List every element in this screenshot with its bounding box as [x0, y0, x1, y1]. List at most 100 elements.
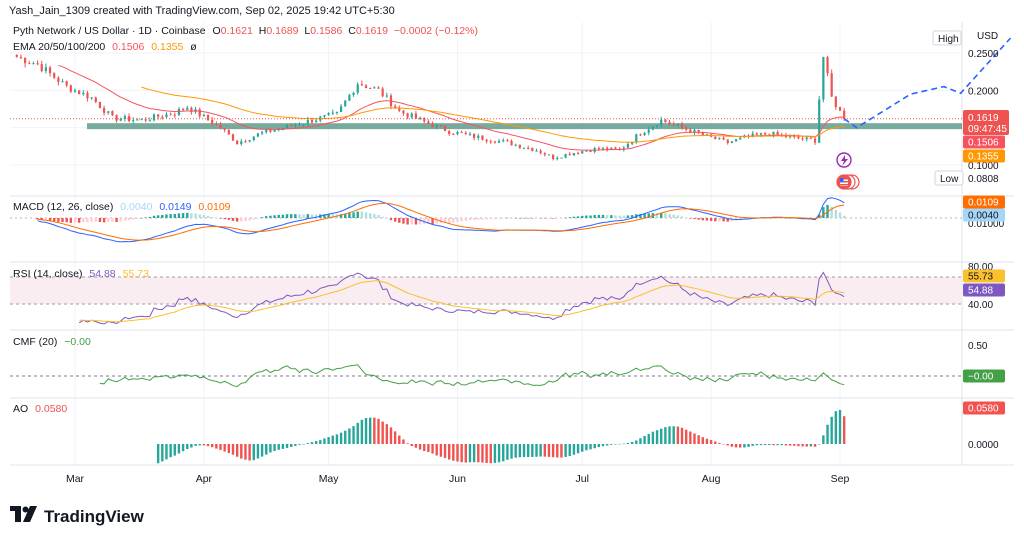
- ao-bar: [822, 435, 825, 444]
- macd-hist-bar: [456, 218, 459, 222]
- candle-body: [726, 139, 729, 144]
- ao-bar: [539, 444, 542, 457]
- candle-body: [714, 136, 717, 140]
- candle-body: [531, 147, 534, 151]
- candle-body: [227, 129, 230, 135]
- macd-hist-bar: [630, 215, 634, 218]
- ao-bar: [622, 443, 626, 445]
- macd-hist-bar: [714, 218, 717, 222]
- ao-bar: [477, 444, 480, 463]
- macd-hist-bar: [626, 215, 630, 218]
- ao-bar: [418, 444, 422, 450]
- ao-bar: [818, 444, 821, 445]
- candle-body: [427, 121, 430, 124]
- rsi-tick: 80.00: [968, 262, 993, 273]
- macd-hist-bar: [784, 218, 788, 219]
- macd-signal-badge-bg: [963, 195, 1005, 209]
- change-value: −0.0002 (−0.12%): [394, 25, 478, 37]
- candle-body: [327, 113, 330, 116]
- ao-bar: [572, 444, 576, 455]
- candle-body: [40, 64, 43, 72]
- macd-hist-bar: [481, 218, 484, 220]
- ao-bar: [215, 444, 218, 449]
- currency-label[interactable]: USD: [977, 31, 998, 42]
- rsi-tick: 40.00: [968, 300, 993, 311]
- macd-hist-bar: [485, 218, 488, 220]
- ao-bar: [697, 435, 700, 444]
- candle-body: [36, 63, 39, 65]
- rsi-ma-value: 55.73: [123, 268, 149, 280]
- ao-bar: [581, 444, 584, 452]
- rsi-value: 54.88: [89, 268, 115, 280]
- ao-bar: [306, 443, 310, 444]
- lightning-event-icon[interactable]: [836, 152, 852, 168]
- ao-bar: [797, 444, 800, 447]
- tradingview-logo[interactable]: TradingView: [10, 505, 144, 528]
- ao-bar: [801, 444, 804, 447]
- rsi-ma-line: [79, 280, 845, 323]
- candle-body: [789, 136, 792, 138]
- macd-signal-value: 0.0109: [198, 201, 230, 213]
- ao-bar: [510, 444, 513, 459]
- macd-hist-bar: [830, 206, 833, 218]
- ao-bar: [289, 444, 293, 447]
- ao-bar: [514, 444, 517, 458]
- macd-hist-bar: [277, 214, 280, 218]
- candle-body: [190, 107, 193, 113]
- candle-body: [552, 154, 555, 160]
- flag-event-icon[interactable]: [836, 174, 860, 190]
- candle-body: [826, 57, 829, 74]
- time-tick: Jun: [449, 473, 466, 485]
- macd-hist-bar: [161, 214, 164, 218]
- ao-bar: [639, 438, 642, 444]
- ao-bar: [381, 421, 384, 444]
- macd-hist-bar: [506, 217, 509, 219]
- macd-hist-bar: [152, 215, 156, 218]
- macd-hist-bar: [418, 218, 422, 225]
- candle-body: [186, 107, 189, 110]
- macd-hist-bar: [173, 214, 176, 218]
- macd-hist-bar: [551, 218, 555, 219]
- candle-body: [32, 63, 35, 65]
- candle-body: [148, 120, 151, 122]
- macd-hist-bar: [560, 218, 563, 219]
- macd-hist-bar: [190, 213, 193, 218]
- ao-bar: [181, 444, 185, 452]
- open-label: O: [213, 25, 221, 37]
- ao-bar: [593, 444, 596, 449]
- macd-hist-bar: [443, 218, 447, 223]
- macd-hist-bar: [489, 218, 492, 220]
- cmf-badge: −0.00: [968, 372, 994, 383]
- close-label: C: [348, 25, 356, 37]
- macd-hist-bar: [414, 218, 418, 225]
- macd-hist-bar: [568, 217, 571, 218]
- ao-bar: [339, 432, 343, 444]
- ao-bar: [356, 422, 359, 444]
- time-tick: Mar: [66, 473, 85, 485]
- macd-hist-bar: [240, 218, 243, 222]
- high-value: 0.1689: [266, 25, 298, 37]
- candle-body: [69, 85, 72, 92]
- ao-bar: [431, 444, 434, 454]
- ao-bar: [535, 444, 538, 457]
- ema20-badge-bg: [963, 135, 1005, 149]
- ao-bar: [502, 444, 505, 462]
- macd-hist-bar: [127, 218, 131, 221]
- credit-header: Yash_Jain_1309 created with TradingView.…: [9, 5, 395, 17]
- candle-body: [485, 139, 488, 142]
- ao-bar: [747, 444, 750, 447]
- ao-bar: [664, 427, 667, 444]
- time-tick: May: [319, 473, 340, 485]
- macd-hist-bar: [344, 213, 347, 218]
- ao-bar: [410, 444, 413, 446]
- candle-body: [285, 124, 289, 129]
- macd-hist-bar: [842, 215, 846, 218]
- ao-bar: [647, 433, 650, 444]
- ao-bar: [385, 424, 389, 444]
- last-price-badge: 0.1619: [968, 113, 999, 124]
- low-label: L: [304, 25, 310, 37]
- low-value: 0.1586: [310, 25, 342, 37]
- candle-body: [622, 147, 625, 150]
- macd-hist-bar: [410, 218, 413, 225]
